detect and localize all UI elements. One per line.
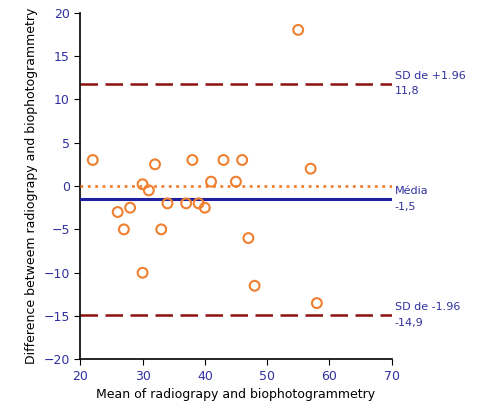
Point <box>200 204 208 211</box>
Point <box>312 300 320 306</box>
Y-axis label: Difference betweem radiograpy and biophotogrammetry: Difference betweem radiograpy and biopho… <box>25 8 38 364</box>
Text: SD de -1.96: SD de -1.96 <box>394 303 459 313</box>
Text: SD de +1.96: SD de +1.96 <box>394 71 464 81</box>
Point <box>113 209 121 215</box>
Point <box>194 200 202 207</box>
Point <box>163 200 171 207</box>
Point <box>188 157 196 163</box>
X-axis label: Mean of radiograpy and biophotogrammetry: Mean of radiograpy and biophotogrammetry <box>96 388 375 401</box>
Point <box>157 226 165 233</box>
Point <box>144 187 152 194</box>
Point <box>231 178 239 185</box>
Point <box>306 165 314 172</box>
Point <box>126 204 134 211</box>
Point <box>120 226 128 233</box>
Point <box>138 270 146 276</box>
Text: -1,5: -1,5 <box>394 202 415 212</box>
Point <box>294 26 302 33</box>
Point <box>244 235 252 242</box>
Text: Média: Média <box>394 186 427 196</box>
Text: -14,9: -14,9 <box>394 318 422 328</box>
Point <box>219 157 227 163</box>
Point <box>89 157 97 163</box>
Point <box>206 178 214 185</box>
Point <box>138 181 146 188</box>
Text: 11,8: 11,8 <box>394 87 418 97</box>
Point <box>250 283 258 289</box>
Point <box>182 200 190 207</box>
Point <box>237 157 245 163</box>
Point <box>151 161 159 168</box>
